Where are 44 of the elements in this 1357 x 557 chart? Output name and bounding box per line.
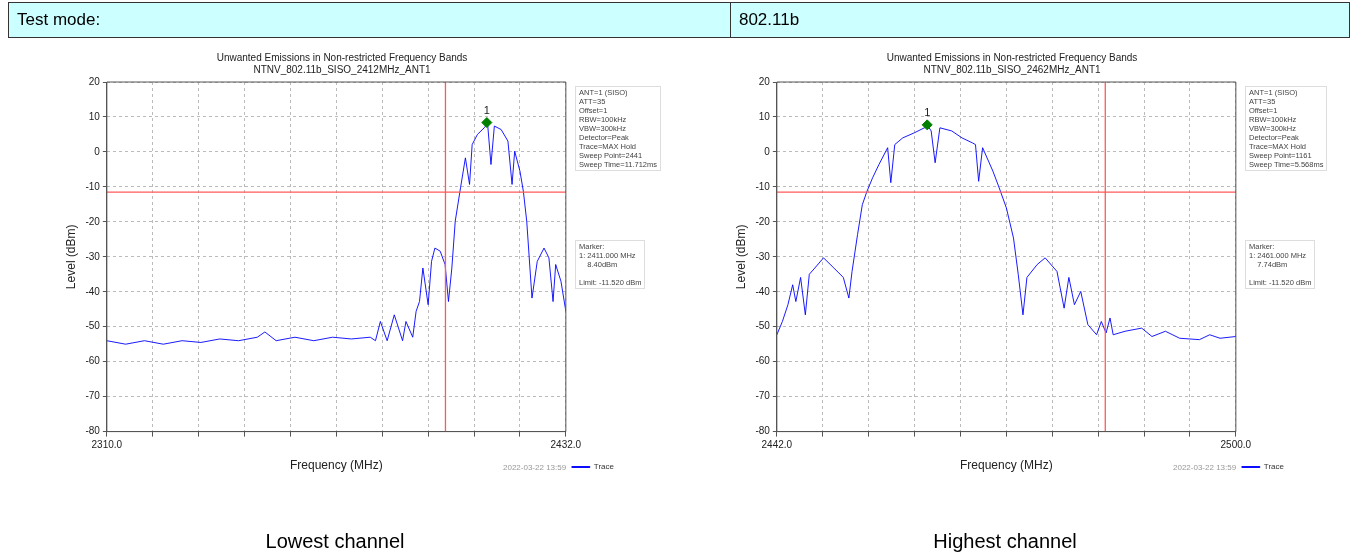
x-axis-title: Frequency (MHz) <box>290 458 383 473</box>
y-tick-label: -20 <box>755 215 771 227</box>
y-tick-label: -60 <box>85 355 101 367</box>
y-tick-label: -50 <box>755 320 771 332</box>
y-axis-title: Level (dBm) <box>63 224 78 290</box>
y-tick-label: -10 <box>85 180 101 192</box>
y-tick-label: 10 <box>88 110 101 122</box>
y-axis-title: Level (dBm) <box>733 224 748 290</box>
legend-label: Trace <box>593 462 615 472</box>
text: Lowest channel <box>265 530 405 553</box>
y-tick-label: 0 <box>764 145 771 157</box>
y-tick-label: -40 <box>85 285 101 297</box>
y-tick-label: -30 <box>85 250 101 262</box>
x-tick-label: 2500.0 <box>1220 439 1252 451</box>
text: 802.11b <box>729 3 1349 37</box>
chart-title: Unwanted Emissions in Non-restricted Frequency Bands <box>216 51 468 63</box>
text: 2022-03-22 13:59 <box>1173 463 1237 472</box>
y-tick-label: -70 <box>755 390 771 402</box>
y-tick-label: -50 <box>85 320 101 332</box>
x-tick-label: 2310.0 <box>91 439 123 451</box>
text: Highest channel <box>933 530 1077 553</box>
text: Test mode: <box>9 3 730 37</box>
chart-subtitle: NTNV_802.11b_SISO_2412MHz_ANT1 <box>253 63 431 75</box>
y-tick-label: -30 <box>755 250 771 262</box>
x-tick-label: 2432.0 <box>550 439 582 451</box>
text: 2022-03-22 13:59 <box>503 463 567 472</box>
chart-subtitle: NTNV_802.11b_SISO_2462MHz_ANT1 <box>923 63 1101 75</box>
annotation: 1 <box>924 106 931 119</box>
y-tick-label: 20 <box>88 75 101 87</box>
y-tick-label: -20 <box>85 215 101 227</box>
legend-label: Trace <box>1263 462 1285 472</box>
y-tick-label: -80 <box>85 425 101 437</box>
y-tick-label: -60 <box>755 355 771 367</box>
y-tick-label: 10 <box>758 110 771 122</box>
x-axis-title: Frequency (MHz) <box>960 458 1053 473</box>
y-tick-label: -80 <box>755 425 771 437</box>
y-tick-label: -70 <box>85 390 101 402</box>
y-tick-label: 0 <box>94 145 101 157</box>
chart-title: Unwanted Emissions in Non-restricted Frequency Bands <box>886 51 1138 63</box>
annotation: 1 <box>483 104 490 117</box>
x-tick-label: 2442.0 <box>761 439 793 451</box>
y-tick-label: -10 <box>755 180 771 192</box>
y-tick-label: -40 <box>755 285 771 297</box>
y-tick-label: 20 <box>758 75 771 87</box>
